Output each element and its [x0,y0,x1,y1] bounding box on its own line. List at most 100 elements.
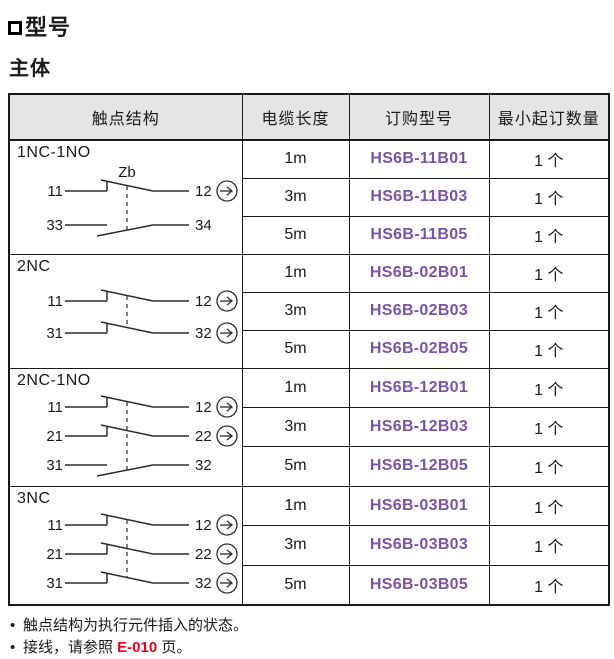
arrow-circle-icon [216,513,238,536]
min-qty-cell: 1 个 [488,446,610,487]
min-qty-cell: 1 个 [488,177,610,217]
min-qty-cell: 1 个 [488,406,610,448]
model-number: HS6B-12B03 [348,406,490,448]
zb-label: Zb [118,164,136,181]
model-number: HS6B-02B05 [348,329,490,369]
min-qty-cell: 1 个 [488,253,610,293]
terminal-label: 32 [195,325,212,342]
terminal-label: 12 [195,293,212,310]
table-row: 3m HS6B-02B03 1 个 [9,291,610,331]
contact-diagram-2nc-1no: 11 12 21 22 [46,394,238,477]
arrow-circle-icon [216,424,238,447]
terminal-label: 31 [46,457,63,474]
contact-structure-cell-1nc-1no: 1NC-1NO Zb 11 12 33 [8,139,243,255]
arrow-circle-icon [216,321,238,344]
ordering-table: 触点结构 电缆长度 订购型号 最小起订数量 1NC-1NO Zb 11 12 [8,93,610,606]
model-number: HS6B-03B03 [348,525,490,566]
arrow-circle-icon [216,289,238,312]
terminal-label: 11 [47,517,63,534]
contact-structure-cell-2nc: 2NC 11 12 31 [8,253,243,369]
min-qty-cell: 1 个 [488,525,610,566]
contact-name: 1NC-1NO [17,144,91,161]
section-title: 主体 [9,58,51,80]
note-text: 触点结构为执行元件插入的状态。 [23,616,249,634]
model-number: HS6B-11B05 [348,215,490,255]
contact-diagram-3nc: 11 12 21 22 [46,512,238,594]
table-row: 1NC-1NO Zb 11 12 33 [8,139,610,255]
terminal-label: 12 [195,517,212,534]
table-row: 2NC-1NO 11 12 21 [8,367,610,487]
header-contact-structure: 触点结构 [8,93,243,141]
cable-length-cell: 5m [241,215,350,255]
page-ref-link[interactable]: E-010 [117,638,158,656]
cable-length-cell: 1m [241,139,350,179]
terminal-label: 32 [195,575,212,592]
min-qty-cell: 1 个 [488,564,610,605]
note-text: 接线，请参照 [23,638,118,656]
cable-length-cell: 5m [241,329,350,369]
min-qty-cell: 1 个 [488,139,610,179]
table-row: 5m HS6B-02B05 1 个 [9,329,610,369]
header-order-model: 订购型号 [348,93,490,141]
terminal-label: 21 [46,546,63,563]
table-row: 5m HS6B-11B05 1 个 [9,215,610,255]
contact-structure-cell-3nc: 3NC 11 12 21 [8,485,243,605]
cable-length-cell: 3m [241,525,350,566]
terminal-label: 11 [47,183,63,200]
terminal-label: 12 [195,399,212,416]
arrow-circle-icon [216,180,238,202]
contact-name: 2NC-1NO [17,371,91,389]
arrow-circle-icon [216,395,238,418]
model-number: HS6B-02B03 [348,291,490,331]
terminal-label: 31 [46,325,63,342]
contact-name: 2NC [17,257,51,275]
header-row: 触点结构 电缆长度 订购型号 最小起订数量 [8,93,610,141]
arrow-circle-icon [216,542,238,565]
table-row: 5m HS6B-03B05 1 个 [9,564,610,605]
terminal-label: 11 [47,293,63,310]
square-bullet-icon [8,21,22,35]
min-qty-cell: 1 个 [488,329,610,369]
cable-length-cell: 1m [241,367,350,408]
cable-length-cell: 5m [241,564,350,605]
cable-length-cell: 5m [241,446,350,487]
table-row: 2NC 11 12 31 [8,253,610,369]
table-row: 5m HS6B-12B05 1 个 [9,446,610,487]
terminal-label: 33 [46,217,63,234]
table-row: 3NC 11 12 21 [8,485,610,605]
notes: 触点结构为执行元件插入的状态。 接线，请参照 E-010 页。 [10,615,608,659]
terminal-label: 22 [195,546,212,563]
terminal-label: 21 [46,428,63,445]
terminal-label: 32 [195,457,212,474]
header-cable-length: 电缆长度 [241,93,350,141]
min-qty-cell: 1 个 [488,291,610,331]
model-number: HS6B-11B03 [348,177,490,217]
min-qty-cell: 1 个 [488,215,610,255]
terminal-label: 31 [46,575,63,592]
page-title-text: 型号 [25,15,72,40]
model-number: HS6B-12B01 [348,367,490,408]
table-row: 3m HS6B-11B03 1 个 [9,177,610,217]
arrow-circle-icon [216,571,238,594]
model-number: HS6B-02B01 [348,253,490,293]
terminal-label: 12 [195,183,212,200]
note-item: 触点结构为执行元件插入的状态。 [10,615,608,637]
table-row: 3m HS6B-12B03 1 个 [9,406,610,448]
page-title: 型号 [8,10,608,42]
contact-structure-cell-2nc-1no: 2NC-1NO 11 12 21 [8,367,243,487]
model-number: HS6B-12B05 [348,446,490,487]
header-min-order-qty: 最小起订数量 [488,93,610,141]
cable-length-cell: 3m [241,406,350,448]
cable-length-cell: 3m [241,291,350,331]
contact-diagram-1nc-1no: Zb 11 12 33 [46,164,238,237]
note-item: 接线，请参照 E-010 页。 [10,637,608,659]
contact-name: 3NC [17,489,51,507]
note-text: 页。 [157,638,192,656]
contact-diagram-2nc: 11 12 31 32 [46,288,238,344]
min-qty-cell: 1 个 [488,485,610,526]
cable-length-cell: 3m [241,177,350,217]
cable-length-cell: 1m [241,253,350,293]
min-qty-cell: 1 个 [488,367,610,408]
terminal-label: 11 [47,399,63,416]
model-number: HS6B-03B05 [348,564,490,605]
